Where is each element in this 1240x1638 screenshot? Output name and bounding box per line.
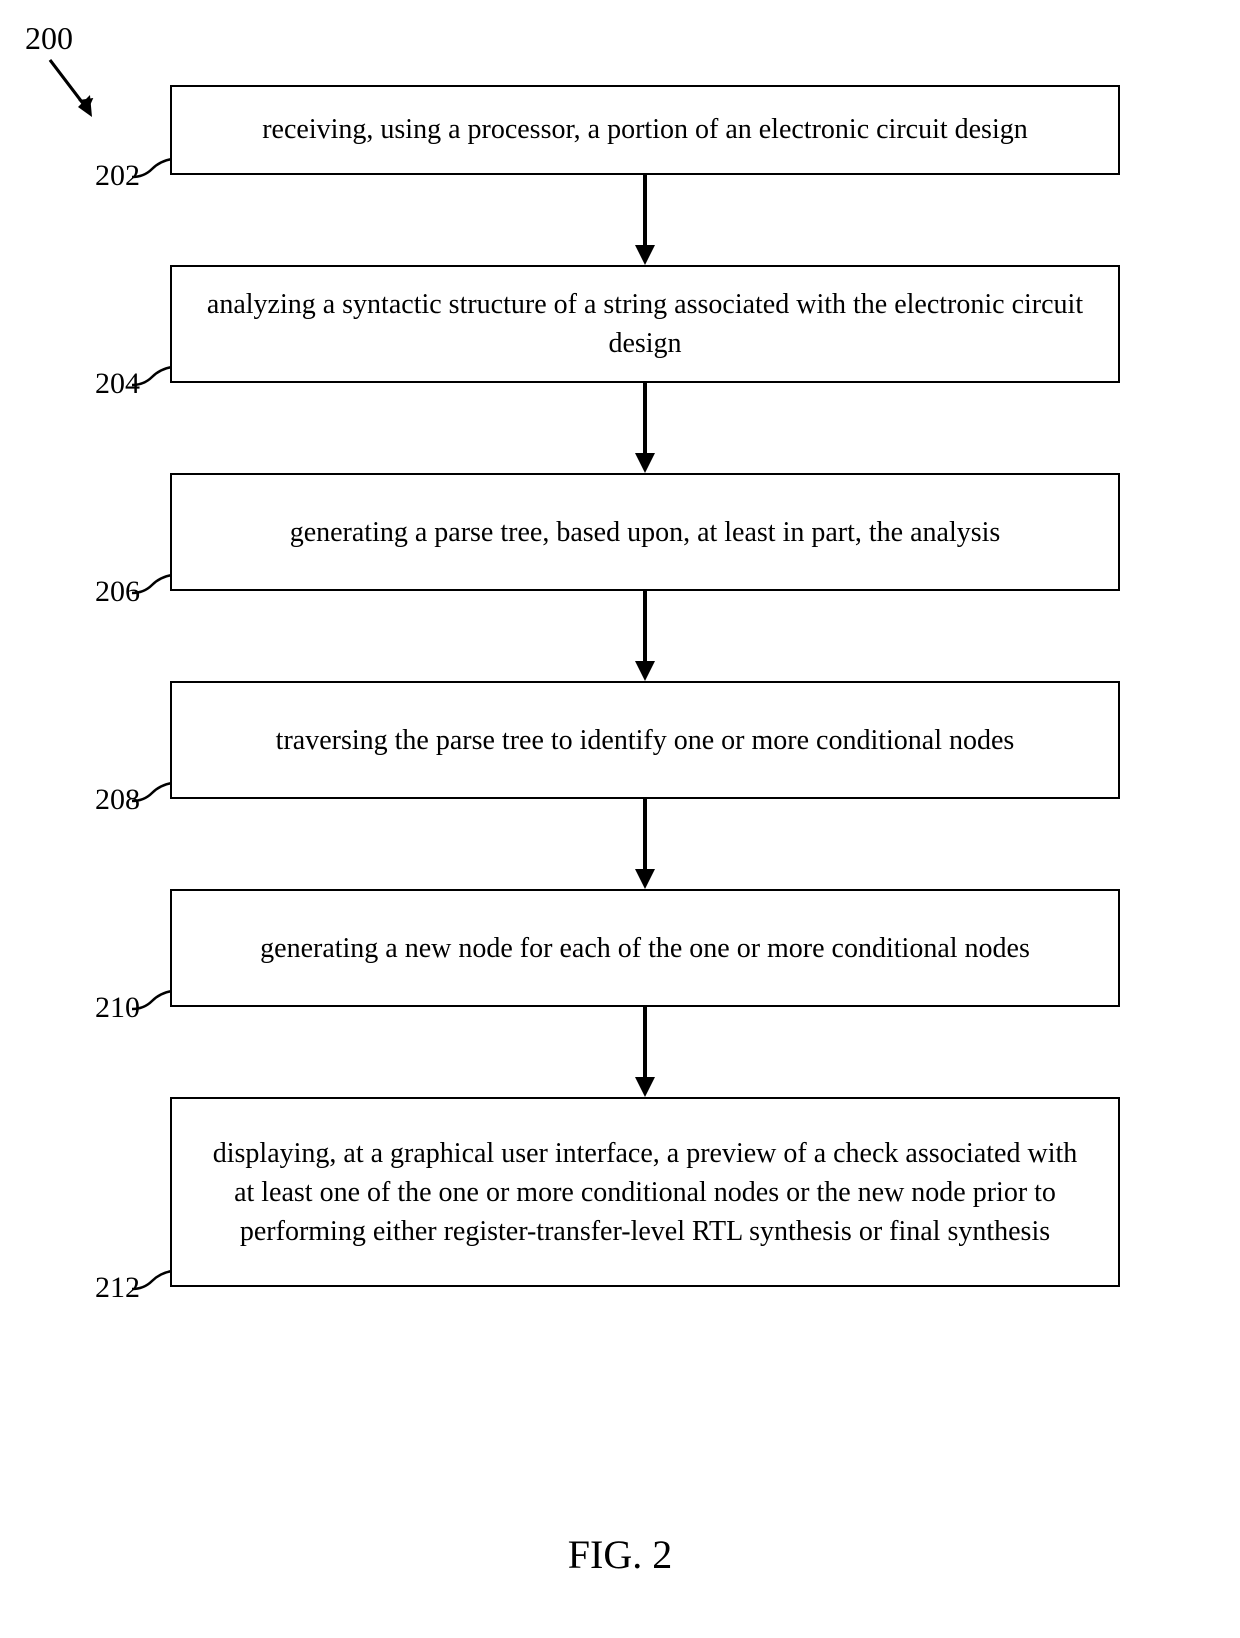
step-group-204: analyzing a syntactic structure of a str… — [170, 265, 1120, 383]
arrow-connector — [170, 383, 1120, 473]
step-box-202: receiving, using a processor, a portion … — [170, 85, 1120, 175]
figure-label: FIG. 2 — [0, 1531, 1240, 1578]
step-text: receiving, using a processor, a portion … — [262, 110, 1028, 149]
arrow-connector — [170, 799, 1120, 889]
step-box-208: traversing the parse tree to identify on… — [170, 681, 1120, 799]
callout-hook — [132, 781, 172, 805]
step-box-210: generating a new node for each of the on… — [170, 889, 1120, 1007]
callout-hook — [132, 157, 172, 181]
diagram-pointer-arrow — [40, 55, 120, 135]
callout-hook — [132, 989, 172, 1013]
step-group-212: displaying, at a graphical user interfac… — [170, 1097, 1120, 1287]
flowchart: receiving, using a processor, a portion … — [170, 85, 1120, 1287]
callout-hook — [132, 365, 172, 389]
arrow-connector — [170, 175, 1120, 265]
step-text: generating a parse tree, based upon, at … — [290, 513, 1001, 552]
step-text: generating a new node for each of the on… — [260, 929, 1030, 968]
diagram-number: 200 — [25, 20, 73, 57]
step-text: traversing the parse tree to identify on… — [276, 721, 1015, 760]
step-box-206: generating a parse tree, based upon, at … — [170, 473, 1120, 591]
step-box-204: analyzing a syntactic structure of a str… — [170, 265, 1120, 383]
step-group-202: receiving, using a processor, a portion … — [170, 85, 1120, 175]
callout-hook — [132, 1269, 172, 1293]
step-group-210: generating a new node for each of the on… — [170, 889, 1120, 1007]
step-group-206: generating a parse tree, based upon, at … — [170, 473, 1120, 591]
arrow-connector — [170, 591, 1120, 681]
step-text: displaying, at a graphical user interfac… — [202, 1134, 1088, 1252]
callout-hook — [132, 573, 172, 597]
arrow-connector — [170, 1007, 1120, 1097]
step-box-212: displaying, at a graphical user interfac… — [170, 1097, 1120, 1287]
step-text: analyzing a syntactic structure of a str… — [202, 285, 1088, 363]
step-group-208: traversing the parse tree to identify on… — [170, 681, 1120, 799]
